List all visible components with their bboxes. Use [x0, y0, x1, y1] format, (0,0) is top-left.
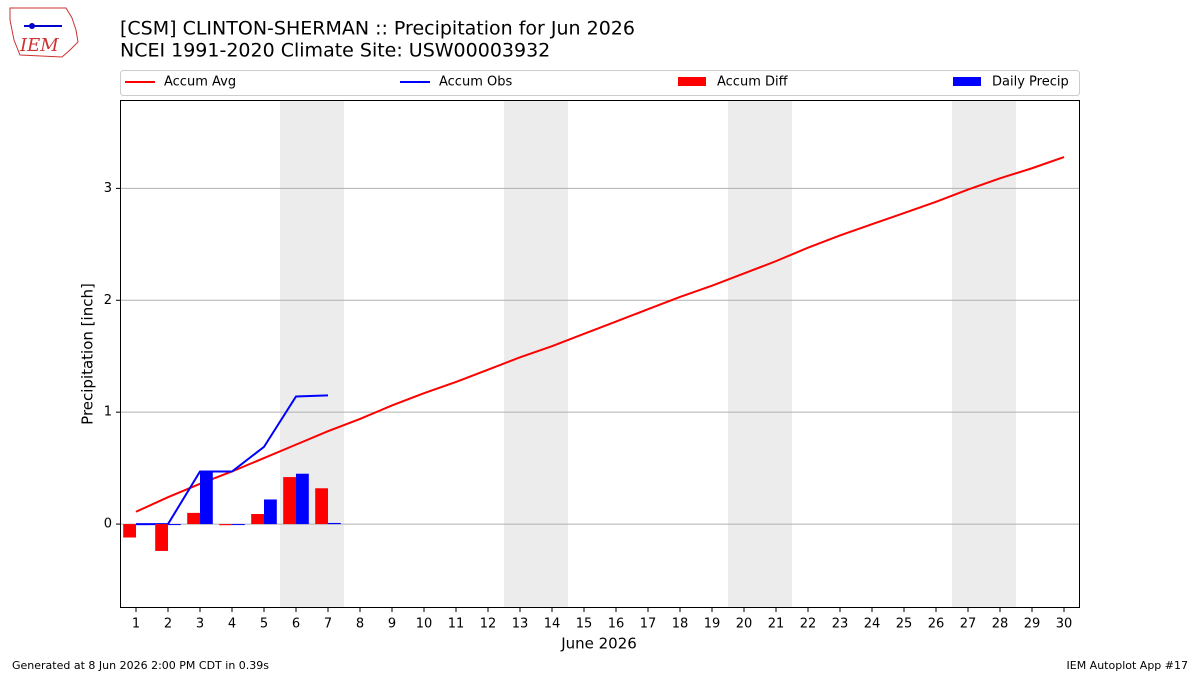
x-tick-label: 11 — [448, 617, 465, 632]
weekend-shade — [504, 100, 568, 608]
x-tick-label: 19 — [704, 617, 721, 632]
x-tick-label: 17 — [640, 617, 657, 632]
x-tick-label: 18 — [672, 617, 689, 632]
x-tick-label: 20 — [736, 617, 753, 632]
weekend-shade — [728, 100, 792, 608]
y-axis-label: Precipitation [inch] — [79, 283, 97, 425]
bar — [136, 524, 149, 526]
line — [135, 156, 1065, 513]
x-tick-label: 12 — [480, 617, 497, 632]
legend-box — [120, 70, 1080, 96]
footer-right: IEM Autoplot App #17 — [1067, 659, 1189, 672]
x-tick-label: 25 — [896, 617, 913, 632]
bar — [251, 514, 264, 525]
plot-area — [120, 100, 1080, 608]
bar — [200, 471, 213, 525]
legend-swatch — [953, 77, 981, 86]
x-tick-label: 24 — [864, 617, 881, 632]
x-axis-label: June 2026 — [560, 635, 637, 653]
y-tick-label: 0 — [104, 517, 112, 532]
logo-text: IEM — [19, 35, 59, 56]
bar — [187, 512, 200, 525]
x-tick-label: 22 — [800, 617, 817, 632]
weekend-shade — [280, 100, 344, 608]
y-tick-label: 3 — [104, 181, 112, 196]
x-tick-label: 2 — [164, 617, 172, 632]
x-tick-label: 23 — [832, 617, 849, 632]
x-tick-label: 9 — [388, 617, 396, 632]
bar — [328, 522, 341, 525]
logo: IEM — [9, 7, 79, 58]
x-tick-label: 28 — [992, 617, 1009, 632]
x-tick-label: 7 — [324, 617, 332, 632]
bar — [123, 524, 136, 538]
chart-title: [CSM] CLINTON-SHERMAN :: Precipitation f… — [120, 18, 635, 40]
y-tick-label: 2 — [104, 293, 112, 308]
x-tick-label: 27 — [960, 617, 977, 632]
bar — [315, 488, 328, 525]
x-tick-label: 1 — [132, 617, 140, 632]
x-tick-label: 10 — [416, 617, 433, 632]
bar — [232, 524, 245, 526]
legend-label: Accum Obs — [439, 75, 512, 90]
bar — [283, 477, 296, 525]
bar — [296, 473, 309, 525]
legend-label: Accum Diff — [717, 75, 789, 90]
x-tick-label: 16 — [608, 617, 625, 632]
bar — [168, 524, 181, 526]
line — [136, 394, 329, 526]
x-tick-label: 21 — [768, 617, 785, 632]
x-tick-label: 14 — [544, 617, 561, 632]
x-tick-label: 5 — [260, 617, 268, 632]
x-tick-label: 8 — [356, 617, 364, 632]
x-tick-label: 30 — [1056, 617, 1073, 632]
bar — [219, 524, 232, 526]
y-tick-label: 1 — [104, 405, 112, 420]
legend-label: Accum Avg — [164, 75, 236, 90]
bar — [155, 524, 168, 551]
bar — [264, 499, 277, 525]
x-tick-label: 15 — [576, 617, 593, 632]
chart-subtitle: NCEI 1991-2020 Climate Site: USW00003932 — [120, 40, 550, 62]
x-tick-label: 29 — [1024, 617, 1041, 632]
plot-frame — [120, 100, 1080, 608]
x-tick-label: 26 — [928, 617, 945, 632]
footer-left: Generated at 8 Jun 2026 2:00 PM CDT in 0… — [12, 659, 269, 672]
x-tick-label: 6 — [292, 617, 300, 632]
x-tick-label: 3 — [196, 617, 204, 632]
legend-swatch — [678, 77, 706, 86]
x-tick-label: 13 — [512, 617, 529, 632]
legend-label: Daily Precip — [992, 75, 1069, 90]
x-tick-label: 4 — [228, 617, 236, 632]
